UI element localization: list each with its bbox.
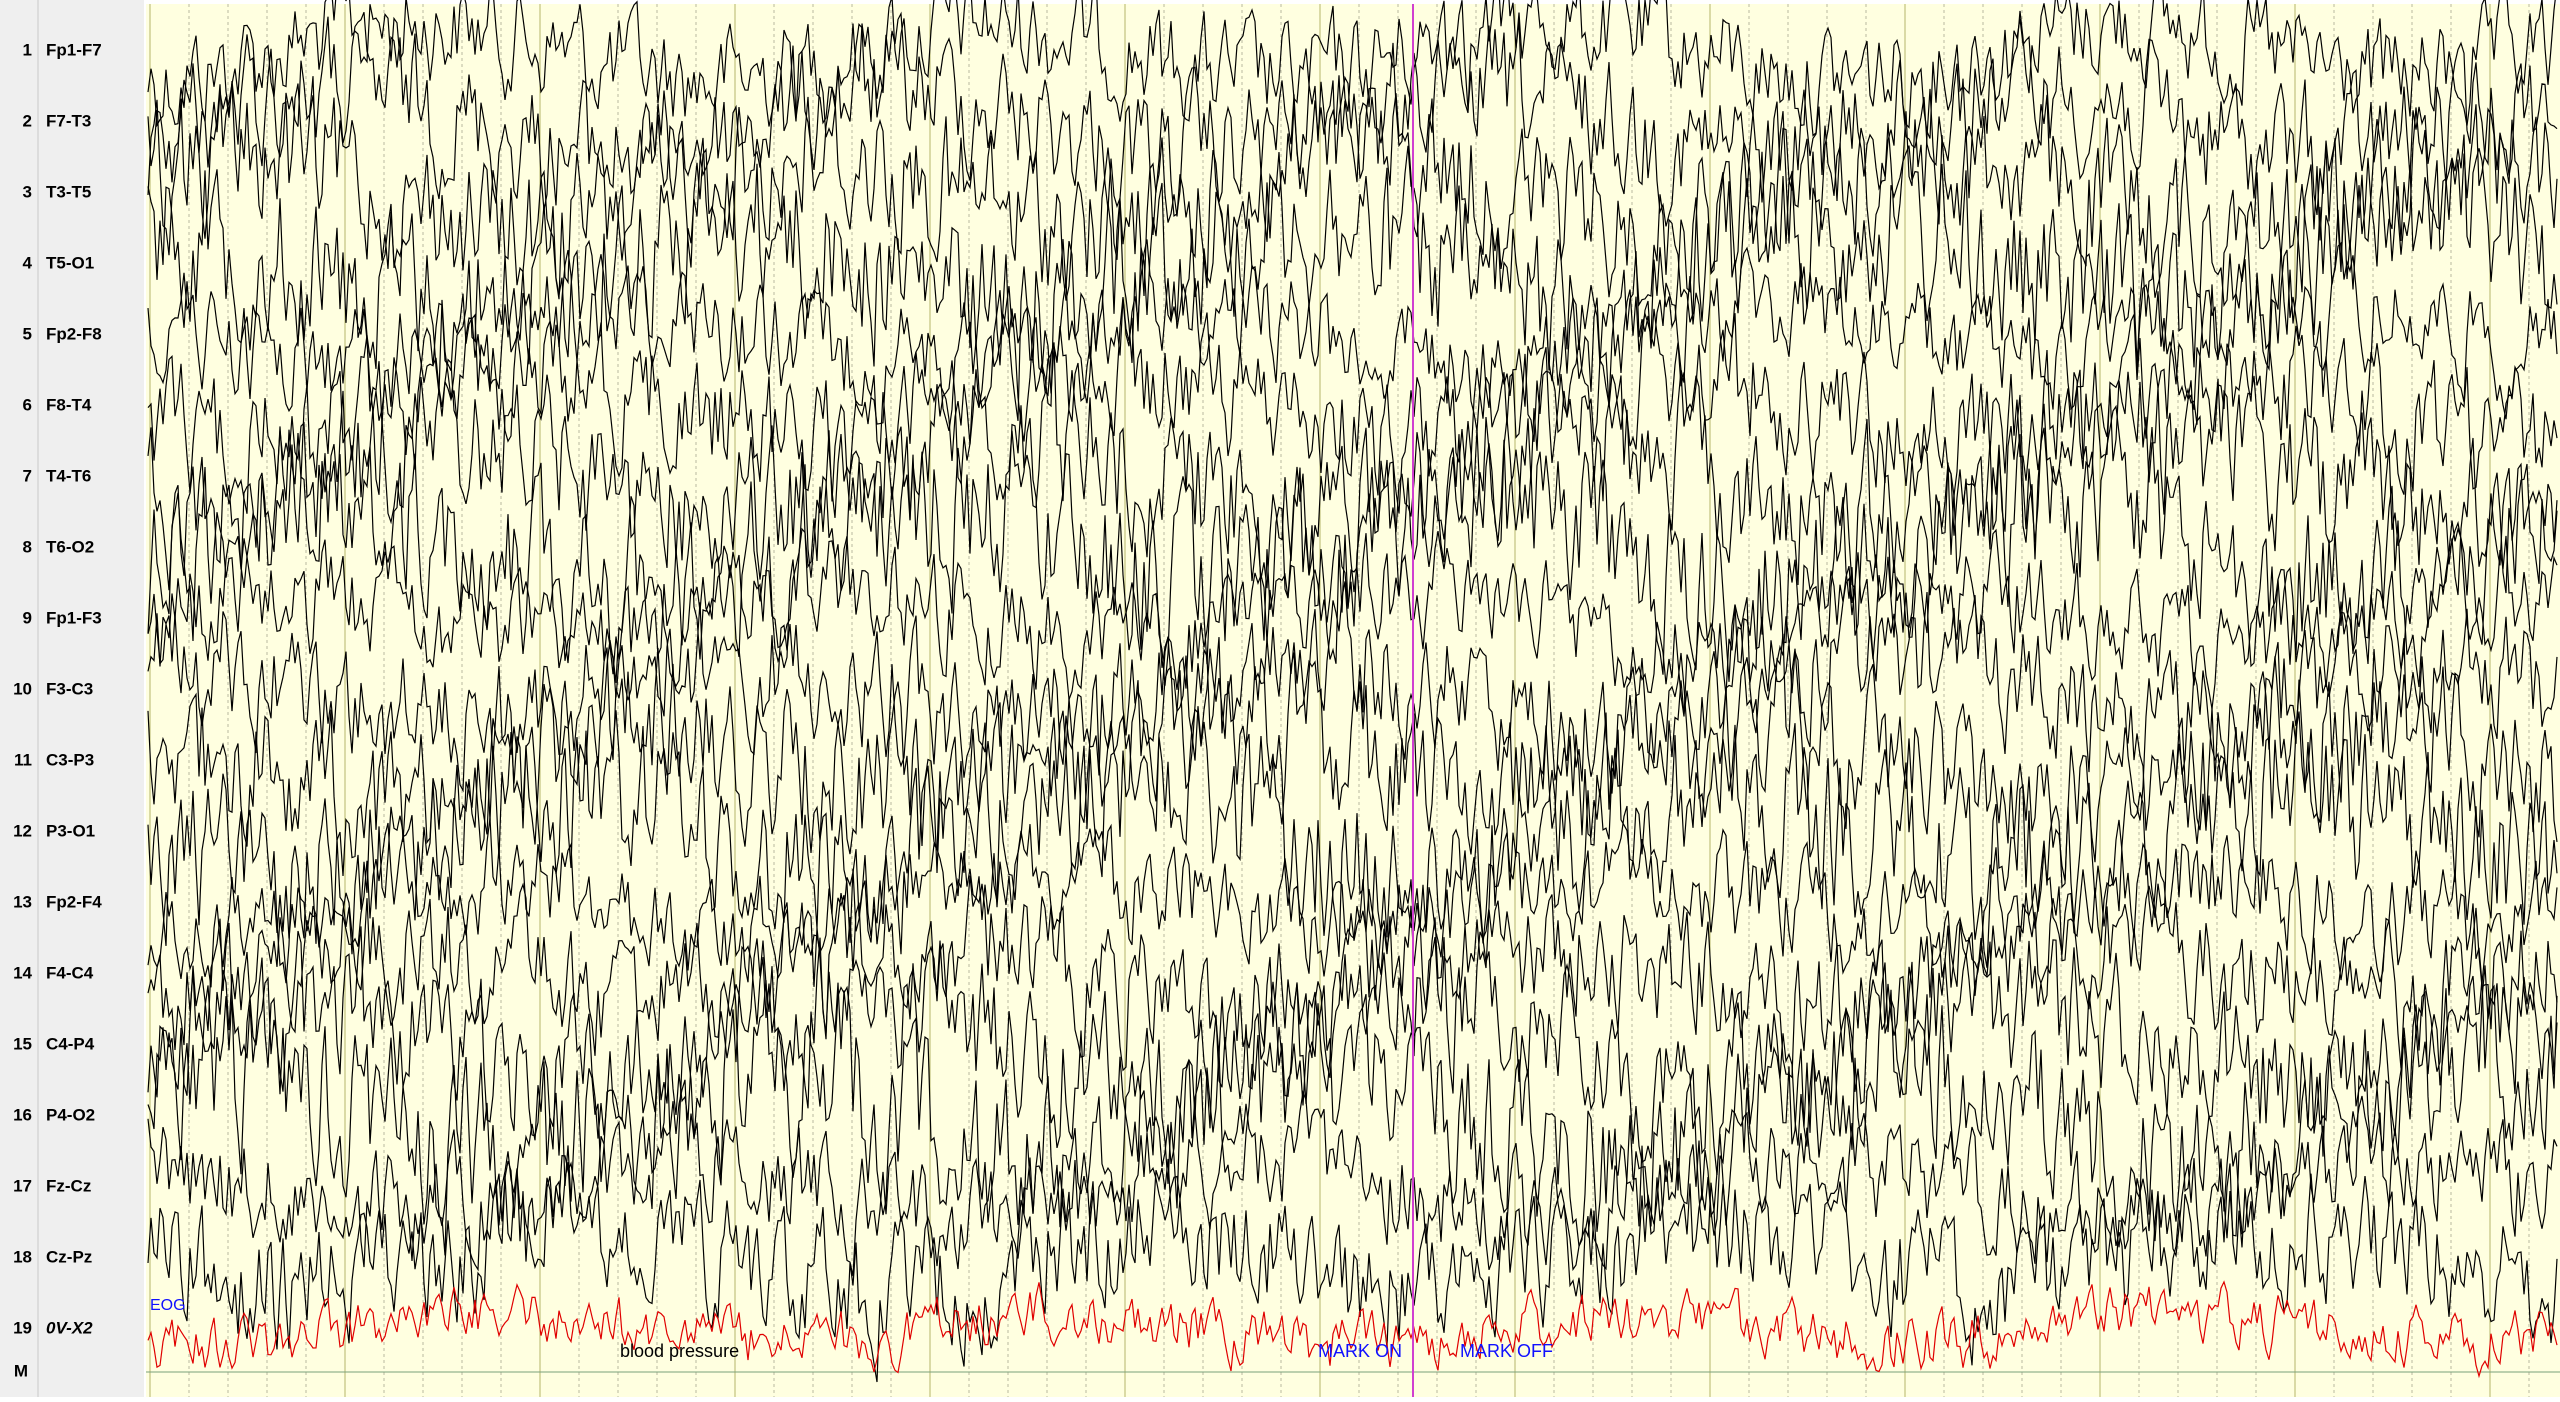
- trace: [147, 0, 2558, 227]
- channel-number: 16: [13, 1105, 32, 1124]
- trace: [147, 134, 2558, 421]
- channel-label: Fp2-F4: [46, 892, 102, 911]
- channel-number: 10: [13, 679, 32, 698]
- trace: [147, 805, 2558, 988]
- channel-number: 18: [13, 1247, 32, 1266]
- channel-label: Fp2-F8: [46, 324, 102, 343]
- trace: [147, 1079, 2558, 1277]
- channel-number: 12: [13, 821, 32, 840]
- label-panel: [0, 0, 144, 1397]
- channel-number: 17: [13, 1176, 32, 1195]
- channel-label: F8-T4: [46, 395, 92, 414]
- channel-label: P3-O1: [46, 821, 95, 840]
- traces: [147, 0, 2558, 1383]
- channel-number: 3: [23, 182, 32, 201]
- channel-number: 5: [23, 324, 32, 343]
- trace-red: [147, 1280, 2558, 1379]
- trace: [147, 520, 2558, 717]
- channel-label: Cz-Pz: [46, 1247, 92, 1266]
- trace: [147, 0, 2556, 139]
- trace: [147, 404, 2558, 688]
- trace: [147, 577, 2558, 821]
- channel-label: C4-P4: [46, 1034, 95, 1053]
- trace: [147, 633, 2558, 881]
- channel-number: 11: [14, 750, 32, 769]
- trace: [147, 875, 2558, 1079]
- channel-label: 0V-X2: [46, 1318, 93, 1337]
- channel-label: T3-T5: [46, 182, 91, 201]
- channel-label: T6-O2: [46, 537, 94, 556]
- annotation-eog: EOG: [150, 1297, 186, 1314]
- channel-number: 1: [23, 40, 32, 59]
- annotation-note: blood pressure: [620, 1341, 739, 1361]
- trace: [147, 1151, 2558, 1383]
- channel-number: 2: [23, 111, 32, 130]
- channel-label: Fp1-F3: [46, 608, 102, 627]
- trace: [147, 297, 2558, 518]
- annotation-mark-off: MARK OFF: [1460, 1341, 1553, 1361]
- trace: [147, 340, 2558, 596]
- trace: [147, 917, 2558, 1176]
- trace: [147, 961, 2558, 1256]
- marker-row-label: M: [14, 1361, 28, 1380]
- channel-label: T4-T6: [46, 466, 91, 485]
- trace: [147, 239, 2558, 432]
- trace: [147, 75, 2558, 323]
- channel-number: 7: [23, 466, 32, 485]
- channel-number: 9: [23, 608, 32, 627]
- channel-label: F3-C3: [46, 679, 93, 698]
- channel-label: F7-T3: [46, 111, 91, 130]
- channel-label: T5-O1: [46, 253, 94, 272]
- channel-number: 15: [13, 1034, 32, 1053]
- channel-number: 14: [13, 963, 32, 982]
- channel-number: 8: [23, 537, 32, 556]
- channel-label: P4-O2: [46, 1105, 95, 1124]
- channel-label: C3-P3: [46, 750, 94, 769]
- channel-label: F4-C4: [46, 963, 94, 982]
- channel-number: 19: [13, 1318, 32, 1337]
- annotation-mark-on: MARK ON: [1318, 1341, 1402, 1361]
- channel-label: Fz-Cz: [46, 1176, 91, 1195]
- channel-number: 6: [23, 395, 32, 414]
- channel-number: 13: [13, 892, 32, 911]
- channel-number: 4: [23, 253, 33, 272]
- channel-label: Fp1-F7: [46, 40, 102, 59]
